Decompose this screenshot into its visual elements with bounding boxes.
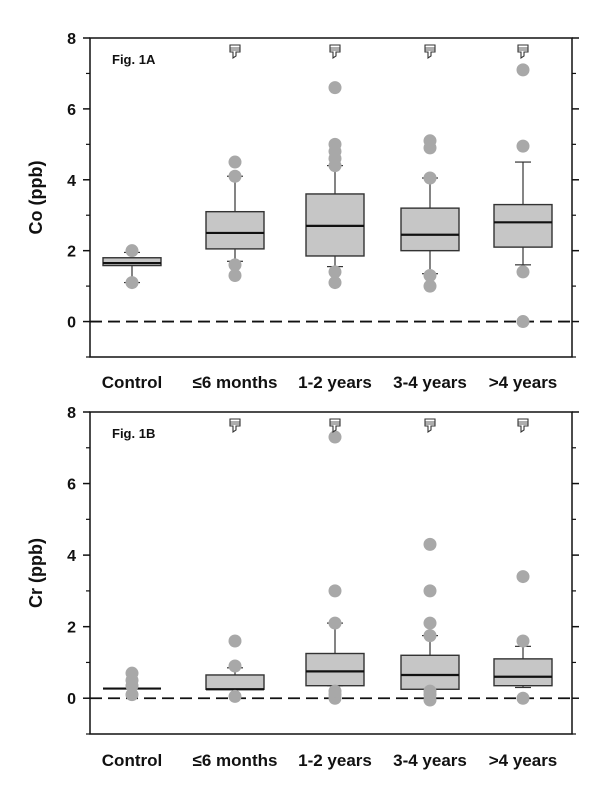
- category-label: Control: [102, 751, 162, 770]
- outlier-point: [423, 279, 437, 293]
- y-tick-label: 0: [67, 315, 76, 332]
- plot-frame: [89, 411, 573, 735]
- significance-icon: [229, 418, 241, 434]
- outlier-point: [328, 265, 342, 279]
- panel-label: Fig. 1B: [112, 426, 155, 441]
- outlier-point: [423, 537, 437, 551]
- significance-icon-shape: [229, 44, 241, 60]
- box-iqr: [205, 210, 265, 250]
- box-1: [205, 44, 265, 282]
- outlier-point: [516, 139, 530, 153]
- outlier-point: [328, 684, 342, 698]
- outlier-point: [328, 616, 342, 630]
- y-tick-label: 8: [67, 31, 76, 48]
- outlier-point: [228, 155, 242, 169]
- category-label: >4 years: [489, 751, 558, 770]
- outlier-point: [228, 169, 242, 183]
- box-iqr: [493, 658, 553, 687]
- significance-icon: [424, 418, 436, 434]
- outlier-point: [423, 684, 437, 698]
- significance-icon-shape: [424, 418, 436, 434]
- box-2: [305, 44, 365, 290]
- significance-icon-shape: [517, 44, 529, 60]
- box-3: [400, 44, 460, 293]
- outlier-point: [516, 315, 530, 329]
- significance-icon: [424, 44, 436, 60]
- category-label: ≤6 months: [193, 373, 278, 392]
- box-iqr: [305, 652, 365, 687]
- outlier-point: [228, 689, 242, 703]
- panel-label: Fig. 1A: [112, 52, 156, 67]
- category-label: Control: [102, 373, 162, 392]
- y-axis-title: Co (ppb): [26, 161, 46, 235]
- category-label: ≤6 months: [193, 751, 278, 770]
- box-4: [493, 418, 553, 705]
- outlier-point: [125, 688, 139, 702]
- box-iqr: [400, 207, 460, 252]
- outlier-point: [423, 629, 437, 643]
- outlier-point: [423, 171, 437, 185]
- box-3: [400, 418, 460, 707]
- significance-icon: [329, 418, 341, 434]
- outlier-point: [516, 570, 530, 584]
- box-iqr: [102, 257, 162, 267]
- outlier-point: [125, 666, 139, 680]
- significance-icon-shape: [517, 418, 529, 434]
- box-4: [493, 44, 553, 329]
- category-label: >4 years: [489, 373, 558, 392]
- category-label: 3-4 years: [393, 373, 467, 392]
- outlier-point: [328, 276, 342, 290]
- significance-icon: [329, 44, 341, 60]
- panel-b: 0 2 4 6 8 Cr (ppb) Fig. 1B Control ≤6 months 1-2 …: [26, 405, 579, 770]
- significance-icon-shape: [329, 418, 341, 434]
- outlier-point: [228, 659, 242, 673]
- box-0: [103, 666, 161, 702]
- outlier-point: [228, 258, 242, 272]
- outlier-point: [328, 430, 342, 444]
- outlier-point: [423, 134, 437, 148]
- outlier-point: [328, 81, 342, 95]
- y-tick-label: 6: [67, 102, 76, 119]
- y-tick-label: 0: [67, 691, 76, 708]
- outlier-point: [228, 268, 242, 282]
- outlier-point: [423, 584, 437, 598]
- outlier-point: [328, 137, 342, 151]
- outlier-point: [125, 276, 139, 290]
- panel-a: 0 2 4 6 8 Co (ppb) Fig. 1A Control ≤6 months 1-2 …: [26, 31, 579, 392]
- significance-icon-shape: [229, 418, 241, 434]
- outlier-point: [516, 265, 530, 279]
- y-tick-label: 2: [67, 244, 76, 261]
- outlier-point: [516, 634, 530, 648]
- category-label: 1-2 years: [298, 751, 372, 770]
- y-tick-label: 2: [67, 620, 76, 637]
- y-tick-label: 4: [67, 548, 76, 565]
- significance-icon-shape: [329, 44, 341, 60]
- plot-frame: [89, 37, 573, 358]
- y-tick-label: 6: [67, 477, 76, 494]
- box-1: [205, 418, 265, 703]
- significance-icon-shape: [424, 44, 436, 60]
- box-iqr: [205, 674, 265, 690]
- box-iqr: [493, 203, 553, 248]
- outlier-point: [228, 634, 242, 648]
- box-2: [305, 418, 365, 705]
- outlier-point: [423, 268, 437, 282]
- box-0: [102, 244, 162, 290]
- significance-icon: [229, 44, 241, 60]
- outlier-point: [516, 63, 530, 77]
- outlier-point: [516, 691, 530, 705]
- category-label: 3-4 years: [393, 751, 467, 770]
- y-axis-title: Cr (ppb): [26, 538, 46, 608]
- significance-icon: [517, 418, 529, 434]
- outlier-point: [423, 616, 437, 630]
- category-label: 1-2 years: [298, 373, 372, 392]
- significance-icon: [517, 44, 529, 60]
- outlier-point: [125, 244, 139, 258]
- y-tick-label: 4: [67, 173, 76, 190]
- outlier-point: [328, 584, 342, 598]
- box-iqr: [400, 654, 460, 690]
- y-tick-label: 8: [67, 405, 76, 422]
